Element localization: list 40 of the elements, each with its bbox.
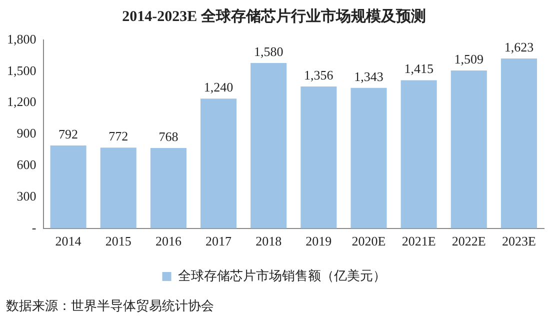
- y-tick-label: 300: [16, 188, 36, 204]
- x-tick-label: 2021E: [402, 234, 436, 249]
- chart-title: 2014-2023E 全球存储芯片行业市场规模及预测: [122, 6, 426, 25]
- x-tick-label: 2017: [206, 234, 232, 249]
- bar: [150, 148, 186, 228]
- bar: [100, 148, 136, 228]
- x-tick-label: 2015: [105, 234, 132, 249]
- data-label: 768: [158, 128, 178, 144]
- y-tick-label: 1,800: [7, 31, 36, 46]
- bar: [200, 98, 237, 228]
- y-tick-label: 900: [16, 126, 36, 141]
- bar: [350, 88, 387, 228]
- y-tick-label: 600: [16, 157, 36, 172]
- x-tick-label: 2023E: [502, 234, 536, 249]
- data-label: 1,623: [504, 39, 534, 54]
- data-label: 1,415: [404, 61, 434, 76]
- data-label: 772: [108, 128, 128, 144]
- y-tick-label: 1,200: [7, 94, 36, 110]
- data-label: 1,509: [454, 51, 484, 66]
- x-tick-label: 2018: [256, 234, 282, 249]
- bar: [400, 80, 437, 228]
- bar: [250, 63, 287, 228]
- data-label: 1,343: [354, 68, 384, 84]
- data-label: 1,356: [304, 67, 334, 82]
- bar: [50, 146, 86, 228]
- y-tick-label: -: [32, 220, 36, 235]
- data-label: 1,580: [254, 44, 284, 59]
- bar: [450, 70, 487, 228]
- x-tick-label: 2020E: [352, 234, 386, 249]
- y-tick-label: 1,500: [7, 62, 36, 78]
- data-label: 792: [58, 126, 78, 142]
- legend-label: 全球存储芯片市场销售额（亿美元）: [178, 268, 386, 283]
- source-note: 数据来源：世界半导体贸易统计协会: [6, 298, 214, 313]
- x-tick-label: 2014: [55, 234, 82, 249]
- x-tick-label: 2019: [306, 234, 332, 249]
- x-tick-label: 2016: [155, 234, 182, 249]
- bar: [300, 86, 337, 228]
- bar: [500, 58, 537, 228]
- data-label: 1,240: [204, 80, 234, 95]
- x-tick-label: 2022E: [452, 234, 486, 249]
